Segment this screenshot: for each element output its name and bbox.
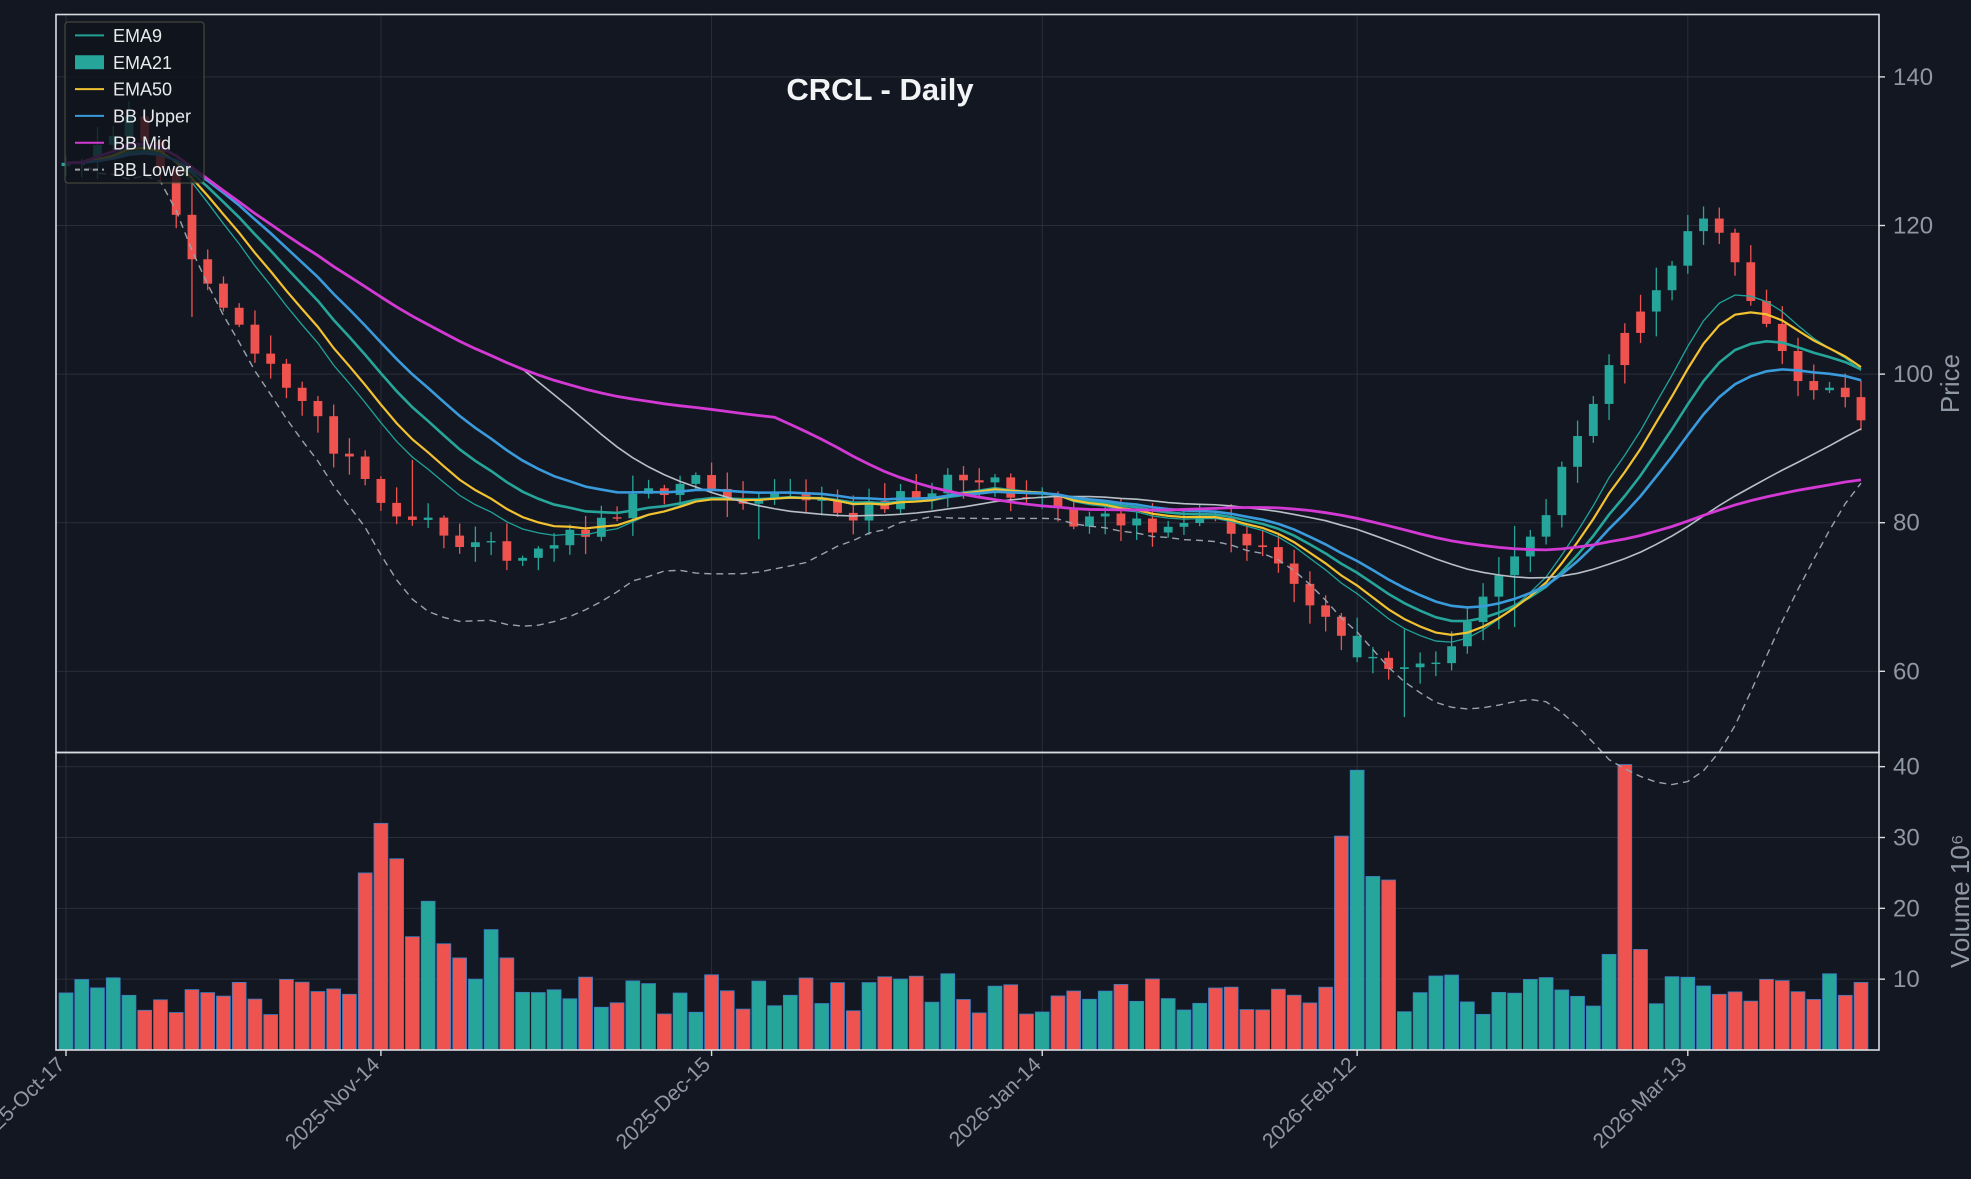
svg-text:80: 80	[1893, 510, 1920, 537]
svg-text:30: 30	[1893, 825, 1920, 852]
svg-text:BB Lower: BB Lower	[113, 160, 191, 180]
svg-text:10: 10	[1893, 966, 1920, 993]
svg-text:BB Upper: BB Upper	[113, 106, 191, 126]
svg-text:EMA9: EMA9	[113, 26, 162, 46]
svg-text:EMA50: EMA50	[113, 80, 172, 100]
svg-text:Price: Price	[1935, 354, 1965, 413]
svg-text:EMA21: EMA21	[113, 53, 172, 73]
svg-text:20: 20	[1893, 895, 1920, 922]
svg-text:Volume 10⁶: Volume 10⁶	[1945, 834, 1971, 968]
svg-text:60: 60	[1893, 658, 1920, 685]
svg-text:40: 40	[1893, 754, 1920, 781]
svg-text:CRCL - Daily: CRCL - Daily	[786, 72, 974, 107]
svg-text:100: 100	[1893, 361, 1933, 388]
svg-text:120: 120	[1893, 213, 1933, 240]
svg-text:140: 140	[1893, 64, 1933, 91]
svg-text:BB Mid: BB Mid	[113, 133, 171, 153]
